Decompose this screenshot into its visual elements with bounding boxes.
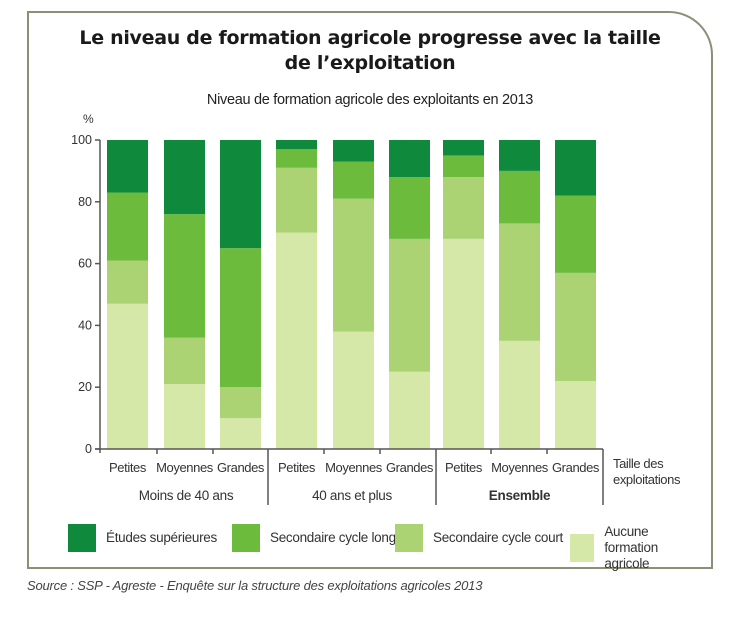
bar-segment-secondaire-cycle-court <box>443 177 484 239</box>
bar-segment-etudes-superieures <box>164 140 205 215</box>
group-label: 40 ans et plus <box>312 488 392 503</box>
legend-swatch <box>68 524 96 552</box>
bar-segment-secondaire-cycle-long <box>443 155 484 178</box>
legend-label: Études supérieures <box>106 530 217 545</box>
bar-segment-secondaire-cycle-long <box>276 149 317 168</box>
y-tick-label: 60 <box>78 257 92 271</box>
bars-layer <box>107 140 596 449</box>
y-axis-unit: % <box>83 112 94 126</box>
y-tick-label: 100 <box>71 133 92 147</box>
bar-segment-etudes-superieures <box>107 140 148 193</box>
legend-item-aucune-formation: Aucune formation agricole <box>570 524 700 572</box>
bar-segment-secondaire-cycle-court <box>389 238 430 372</box>
legend-label: Aucune formation agricole <box>604 524 658 571</box>
title-line-1: Le niveau de formation agricole progress… <box>79 27 661 49</box>
x-tick-label: Moyennes <box>156 460 214 475</box>
bar-segment-secondaire-cycle-long <box>555 195 596 273</box>
legend-item-secondaire-cycle-long: Secondaire cycle long <box>232 524 396 552</box>
bar-segment-etudes-superieures <box>220 140 261 249</box>
bar-segment-secondaire-cycle-court <box>220 387 261 419</box>
bar-segment-etudes-superieures <box>555 140 596 196</box>
bar-segment-secondaire-cycle-long <box>333 161 374 199</box>
bar-segment-secondaire-cycle-long <box>107 192 148 261</box>
legend-swatch <box>232 524 260 552</box>
source-note: Source : SSP - Agreste - Enquête sur la … <box>27 578 483 593</box>
group-label: Moins de 40 ans <box>139 488 234 503</box>
legend-label: Secondaire cycle long <box>270 530 396 545</box>
x-tick-label: Moyennes <box>325 460 383 475</box>
bar-segment-secondaire-cycle-court <box>499 223 540 341</box>
bar-segment-etudes-superieures <box>389 140 430 178</box>
bar-segment-aucune-formation <box>443 238 484 449</box>
chart-subtitle: Niveau de formation agricole des exploit… <box>206 92 534 108</box>
y-tick-label: 40 <box>78 318 92 332</box>
bar-segment-aucune-formation <box>555 381 596 449</box>
legend-item-etudes-superieures: Études supérieures <box>68 524 217 552</box>
bar-segment-aucune-formation <box>333 331 374 449</box>
bar-segment-secondaire-cycle-long <box>389 177 430 239</box>
group-label: Ensemble <box>489 488 551 503</box>
bar-segment-etudes-superieures <box>333 140 374 162</box>
axes-layer <box>95 139 604 505</box>
bar-segment-secondaire-cycle-long <box>499 170 540 224</box>
bar-segment-aucune-formation <box>499 340 540 449</box>
x-tick-label: Moyennes <box>491 460 549 475</box>
bar-segment-secondaire-cycle-court <box>276 167 317 233</box>
title-line-2: de l’exploitation <box>284 52 456 74</box>
bar-segment-etudes-superieures <box>499 140 540 171</box>
bar-segment-secondaire-cycle-court <box>333 198 374 332</box>
bar-segment-aucune-formation <box>220 418 261 449</box>
x-axis-title-line-1: Taille des <box>613 456 664 471</box>
x-tick-label: Petites <box>278 460 316 475</box>
x-tick-label: Grandes <box>552 460 600 475</box>
bar-segment-aucune-formation <box>164 384 205 449</box>
x-tick-label: Grandes <box>386 460 434 475</box>
x-axis-title-line-2: exploitations <box>613 472 681 487</box>
bar-segment-secondaire-cycle-long <box>164 214 205 338</box>
legend-swatch <box>395 524 423 552</box>
bar-segment-aucune-formation <box>107 303 148 449</box>
y-tick-label: 0 <box>85 442 92 456</box>
bar-segment-aucune-formation <box>276 232 317 449</box>
x-tick-label: Petites <box>109 460 147 475</box>
legend-item-secondaire-cycle-court: Secondaire cycle court <box>395 524 563 552</box>
bar-segment-etudes-superieures <box>276 140 317 150</box>
bar-segment-secondaire-cycle-court <box>164 337 205 385</box>
legend-swatch <box>570 534 595 562</box>
x-tick-label: Petites <box>445 460 483 475</box>
y-tick-label: 20 <box>78 380 92 394</box>
figure-title: Le niveau de formation agricole progress… <box>27 26 713 76</box>
bar-segment-secondaire-cycle-court <box>555 272 596 382</box>
x-tick-label: Grandes <box>217 460 265 475</box>
bar-segment-secondaire-cycle-long <box>220 248 261 388</box>
legend: Études supérieures Secondaire cycle long… <box>60 524 710 571</box>
bar-segment-aucune-formation <box>389 371 430 449</box>
y-tick-label: 80 <box>78 195 92 209</box>
legend-label: Secondaire cycle court <box>433 530 563 545</box>
bar-segment-etudes-superieures <box>443 140 484 156</box>
bar-segment-secondaire-cycle-court <box>107 260 148 304</box>
